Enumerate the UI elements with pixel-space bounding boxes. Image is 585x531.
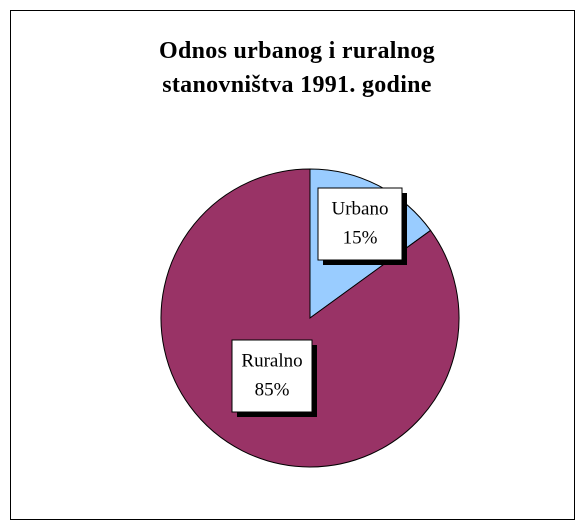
data-label-name: Urbano [332,198,389,219]
data-label-value: 15% [343,227,378,248]
label-box [231,339,313,413]
data-label-value: 85% [255,379,290,400]
data-label-name: Ruralno [241,350,302,371]
chart-title: Odnos urbanog i ruralnog stanovništva 19… [159,38,435,98]
label-box [317,187,403,261]
